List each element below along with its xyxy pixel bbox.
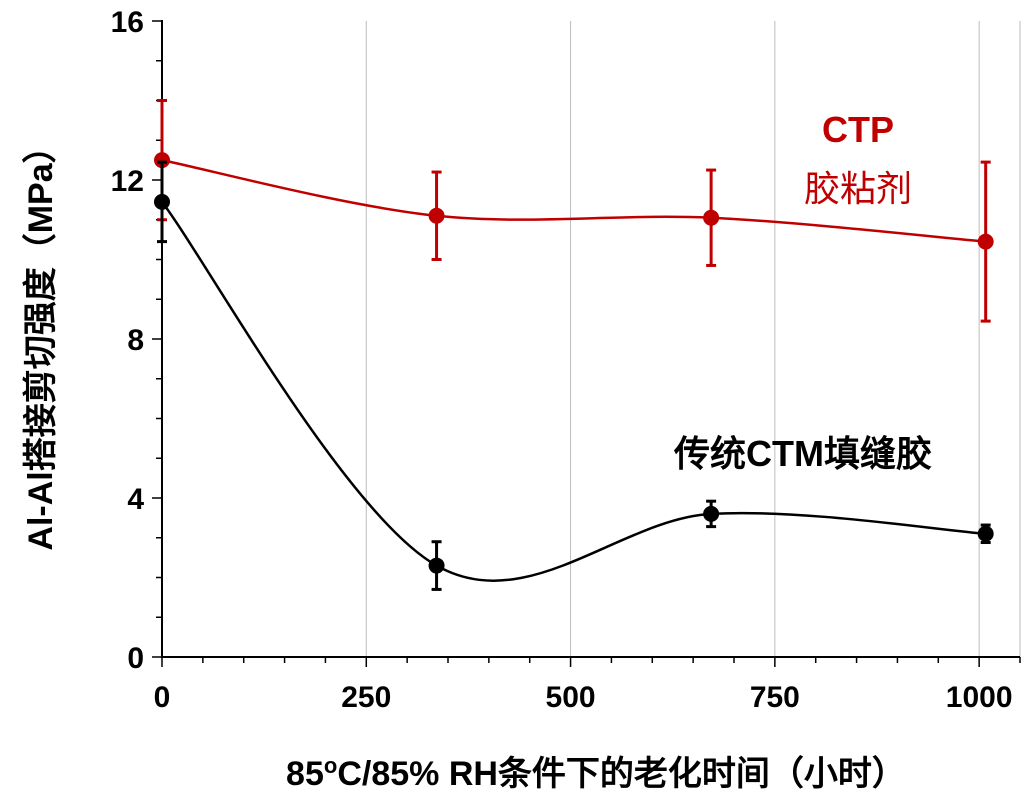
x-tick-label: 1000 xyxy=(946,681,1013,714)
x-tick-label: 0 xyxy=(154,681,171,714)
x-tick-label: 250 xyxy=(341,681,391,714)
data-point xyxy=(977,233,994,250)
x-axis-title: 85oC/85% RH条件下的老化时间（小时） xyxy=(286,753,906,793)
data-point xyxy=(154,193,170,210)
x-tick-label: 750 xyxy=(750,681,800,714)
y-tick-label: 0 xyxy=(127,642,144,675)
series xyxy=(154,99,994,591)
y-tick-label: 16 xyxy=(111,6,144,39)
series-0 xyxy=(154,99,994,323)
data-point xyxy=(154,152,170,169)
y-tick-label: 8 xyxy=(127,324,144,357)
annotation-ctm: 传统CTM填缝胶 xyxy=(673,433,932,474)
data-point xyxy=(703,209,720,226)
series-line xyxy=(161,158,986,243)
data-point xyxy=(703,505,720,522)
data-point xyxy=(428,557,445,574)
labels: 0 4 8 12 16 0 250 500 750 1000 xyxy=(111,6,1013,714)
data-point xyxy=(428,207,445,224)
data-point xyxy=(977,525,994,542)
series-1 xyxy=(154,160,994,591)
y-axis-title: Al-Al搭接剪切强度（MPa） xyxy=(21,129,60,550)
y-tick-label: 4 xyxy=(127,483,144,516)
grid xyxy=(365,21,1021,657)
series-line xyxy=(161,201,986,582)
annotation-adhesive: 胶粘剂 xyxy=(804,168,912,209)
annotation-ctp: CTP xyxy=(822,109,894,150)
x-tick-label: 500 xyxy=(546,681,596,714)
y-tick-label: 12 xyxy=(111,165,144,198)
